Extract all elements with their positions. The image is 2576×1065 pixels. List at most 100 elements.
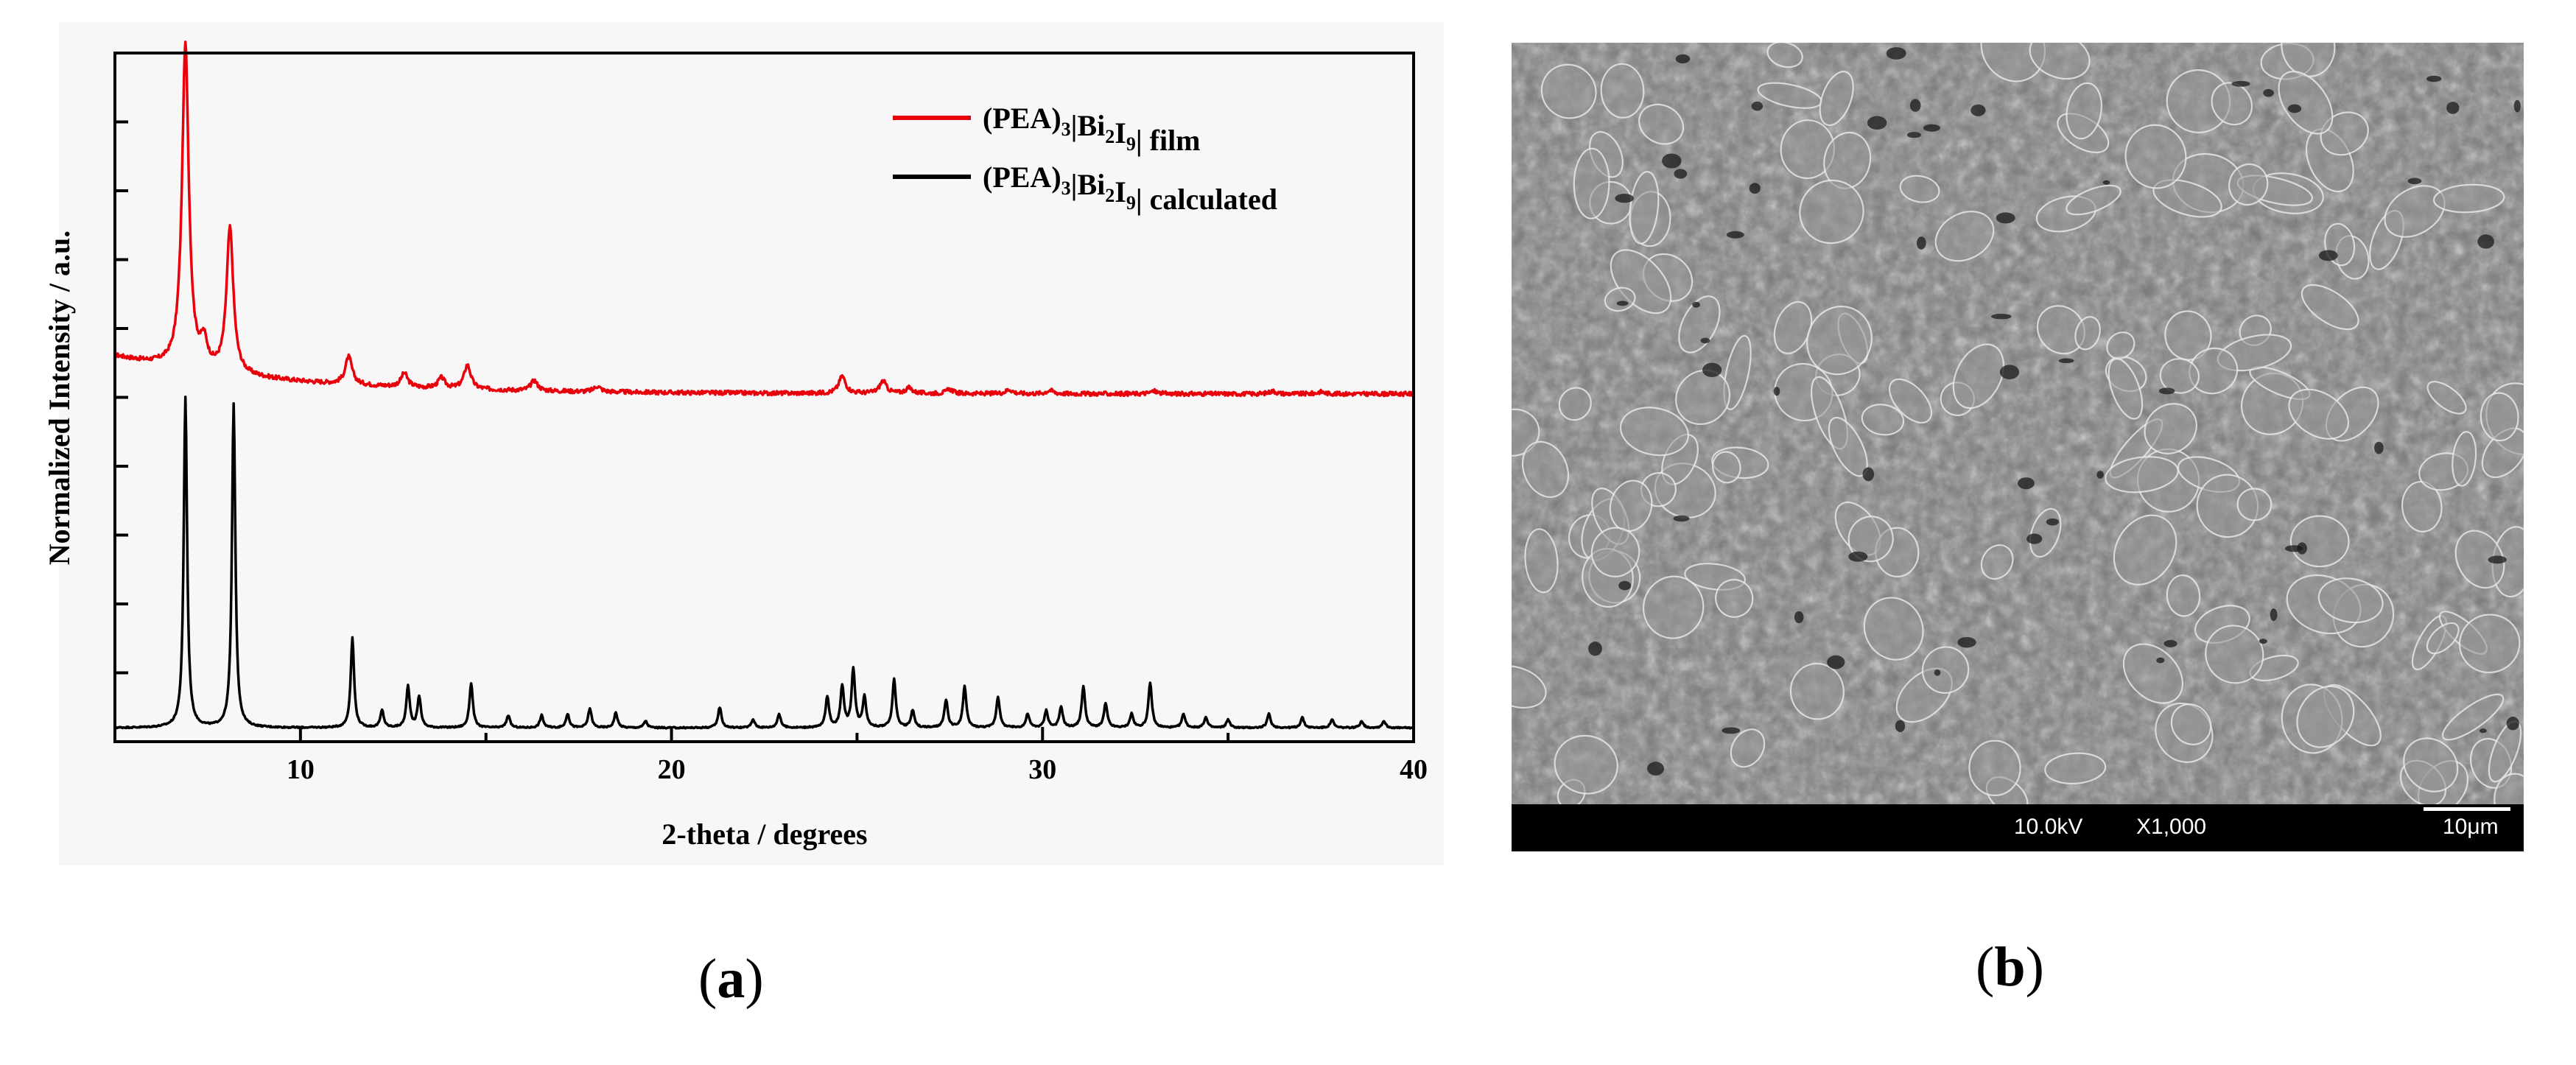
sem-grain xyxy=(2441,693,2505,741)
legend-label-film: (PEA)3|Bi2I9| film xyxy=(983,102,1201,157)
sem-pore xyxy=(1862,467,1875,482)
sem-grain xyxy=(1521,440,1570,499)
sem-pore xyxy=(2018,477,2035,490)
sem-pore xyxy=(1990,314,2012,320)
sem-pore xyxy=(2163,639,2177,647)
sem-pore xyxy=(2058,358,2074,364)
sem-pore xyxy=(1751,101,1763,111)
sem-grain xyxy=(1619,407,1689,457)
sem-grain xyxy=(1512,665,1547,709)
x-tick-label: 10 xyxy=(287,754,315,785)
x-tick-label: 40 xyxy=(1400,754,1428,785)
sem-grain xyxy=(2105,456,2179,493)
sem-pore xyxy=(1996,212,2015,224)
sem-grain xyxy=(1934,211,1995,262)
sem-pore xyxy=(1909,99,1921,112)
sem-pore xyxy=(1647,762,1665,776)
sem-grain xyxy=(2066,184,2121,216)
sem-pore xyxy=(1726,231,1744,239)
sem-micrograph: 10.0kV X1,000 10μm xyxy=(1512,43,2524,851)
sem-pore xyxy=(2506,717,2519,731)
sem-pore xyxy=(1970,104,1986,116)
sem-pore xyxy=(1749,183,1761,194)
sem-grain xyxy=(1638,103,1685,145)
sem-grain xyxy=(1789,662,1845,720)
sem-pore xyxy=(2407,178,2422,185)
sem-grain xyxy=(1806,306,1873,376)
plot-frame xyxy=(113,52,1415,743)
sem-grain xyxy=(1952,343,2005,410)
sem-grain xyxy=(2289,515,2350,568)
sem-pore xyxy=(2446,102,2460,114)
sem-pore xyxy=(2102,180,2110,185)
sem-grain xyxy=(1678,295,1721,354)
sem-pore xyxy=(2513,99,2521,113)
sem-pore xyxy=(2231,80,2250,87)
sem-grain xyxy=(1512,408,1540,457)
sem-grain xyxy=(1980,544,2014,580)
sem-pore xyxy=(2158,387,2175,395)
sem-grain xyxy=(1600,63,1645,119)
sem-grain xyxy=(2300,284,2359,331)
sem-grain xyxy=(2108,358,2144,420)
sem-grain xyxy=(2401,480,2443,532)
sem-pore xyxy=(2297,542,2307,555)
sem-grain xyxy=(2074,316,2101,351)
x-tick-label: 20 xyxy=(658,754,686,785)
sem-grain xyxy=(2122,643,2184,704)
panel-label-b: (b) xyxy=(1976,936,2044,998)
sem-grain xyxy=(2029,43,2091,80)
sem-pore xyxy=(1615,194,1634,203)
sem-grain xyxy=(1980,43,2046,82)
panel-label-a: (a) xyxy=(698,948,764,1010)
sem-grain xyxy=(2493,773,2524,804)
sem-grain xyxy=(1540,63,1597,119)
sem-grain xyxy=(2432,183,2505,214)
sem-grain xyxy=(2211,82,2253,126)
sem-pore xyxy=(2426,75,2442,82)
sem-grain xyxy=(2159,358,2200,394)
series-line-film xyxy=(114,41,1415,398)
sem-pore xyxy=(1923,124,1940,132)
sem-pore xyxy=(2480,728,2487,734)
sem-grain xyxy=(2481,427,2524,479)
sem-pore xyxy=(1827,655,1845,669)
sem-grain xyxy=(2144,403,2197,454)
sem-grain xyxy=(2480,392,2519,442)
sem-grain xyxy=(1558,387,1592,421)
sem-pore xyxy=(1999,365,2020,379)
sem-grain xyxy=(1590,527,1640,577)
sem-grain xyxy=(2066,82,2102,140)
sem-pore xyxy=(1618,580,1632,591)
sem-grain xyxy=(2044,752,2107,785)
sem-pore xyxy=(2263,88,2274,97)
sem-pore xyxy=(1867,116,1887,130)
sem-grain xyxy=(2113,514,2177,586)
sem-grain xyxy=(1723,334,1752,410)
sem-grain xyxy=(2288,388,2349,440)
sem-pore xyxy=(1934,669,1941,676)
sem-pore xyxy=(1957,637,1976,648)
chart-background xyxy=(59,22,1444,865)
sem-pore xyxy=(1673,515,1690,522)
sem-grain xyxy=(1828,416,1868,477)
sem-grain xyxy=(1573,147,1610,219)
sem-pore xyxy=(2096,471,2104,479)
sem-pore xyxy=(1588,642,1602,656)
sem-pore xyxy=(2270,608,2278,622)
sem-pore xyxy=(2477,234,2494,249)
sem-grain xyxy=(2403,737,2459,792)
sem-pore xyxy=(2287,104,2302,113)
sem-grain xyxy=(2458,614,2521,674)
sem-grain xyxy=(2317,577,2384,624)
sem-grain xyxy=(2454,530,2505,589)
sem-grain xyxy=(2426,622,2460,655)
sem-grain xyxy=(1799,179,1864,245)
sem-grain xyxy=(1524,528,1559,594)
sem-grain xyxy=(2452,431,2477,487)
xrd-chart: 10 20 30 40 2-theta / degrees Normalized In… xyxy=(43,22,1444,865)
sem-grain xyxy=(1921,646,1970,694)
sem-pore xyxy=(2046,518,2059,526)
sem-grain xyxy=(2205,625,2264,684)
legend: (PEA)3|Bi2I9| film(PEA)3|Bi2I9| calculat… xyxy=(893,102,1277,216)
